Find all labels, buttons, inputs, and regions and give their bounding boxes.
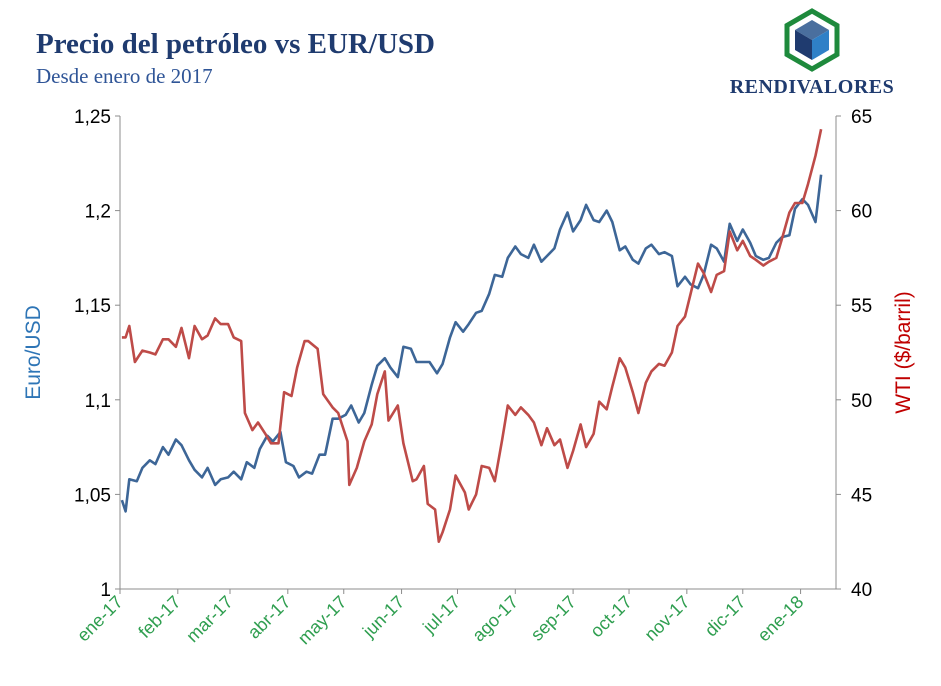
- left-axis-title: Euro/USD: [22, 305, 45, 400]
- left-tick-label: 1,15: [74, 296, 111, 317]
- x-tick-label: oct-17: [586, 592, 636, 642]
- logo-text: RENDIVALORES: [729, 76, 895, 98]
- chart-subtitle: Desde enero de 2017: [36, 64, 213, 88]
- x-tick-label: ago-17: [468, 592, 522, 646]
- left-tick-label: 1,05: [74, 485, 111, 506]
- x-tick-label: jul-17: [418, 592, 464, 638]
- right-tick-label: 55: [851, 296, 872, 317]
- x-tick-label: ene-18: [754, 592, 808, 646]
- x-tick-label: mar-17: [182, 592, 236, 646]
- right-tick-label: 50: [851, 391, 872, 412]
- chart-title: Precio del petróleo vs EUR/USD: [36, 28, 435, 60]
- left-tick-label: 1,1: [85, 391, 111, 412]
- x-tick-label: jun-17: [358, 592, 408, 642]
- right-tick-label: 45: [851, 485, 872, 506]
- left-tick-label: 1,25: [74, 107, 111, 128]
- right-axis-title: WTI ($/barril): [892, 291, 915, 414]
- cube-hexagon-icon: [784, 8, 840, 72]
- x-tick-label: sep-17: [527, 592, 580, 645]
- right-tick-label: 60: [851, 202, 872, 223]
- right-tick-label: 65: [851, 107, 872, 128]
- left-tick-label: 1,2: [85, 202, 111, 223]
- rendivalores-logo: RENDIVALORES: [712, 8, 912, 104]
- eurusd-series-line: [120, 174, 823, 513]
- wti-series-line: [121, 128, 823, 543]
- x-tick-label: abr-17: [244, 592, 295, 643]
- left-tick-label: 1: [100, 580, 111, 601]
- x-tick-label: dic-17: [701, 592, 750, 641]
- x-tick-label: feb-17: [134, 592, 184, 642]
- x-tick-label: may-17: [294, 592, 351, 649]
- x-tick-label: nov-17: [641, 592, 694, 645]
- right-tick-label: 40: [851, 580, 872, 601]
